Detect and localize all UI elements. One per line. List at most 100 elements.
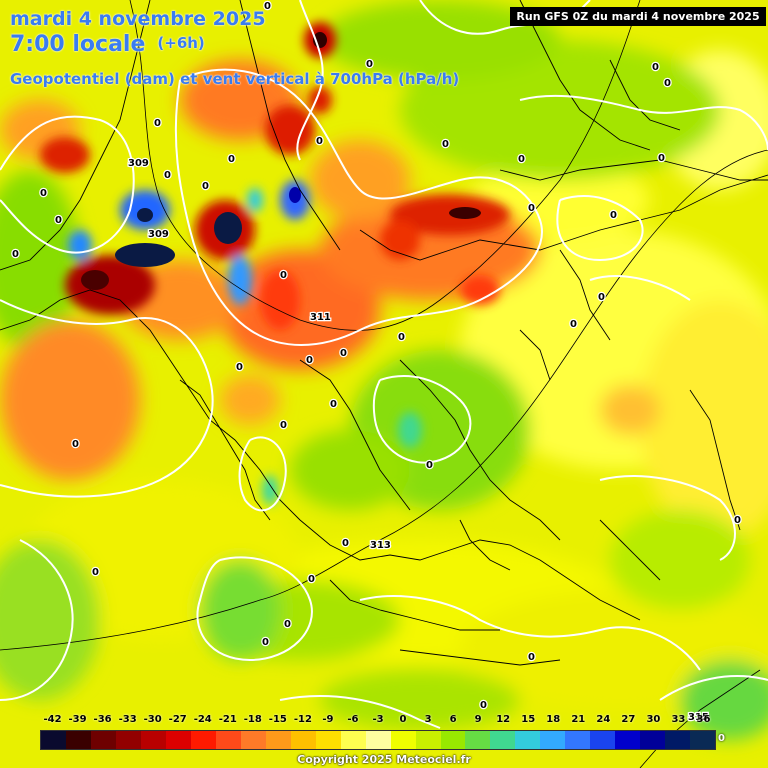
color-scale-tick: 0 xyxy=(399,714,407,725)
color-swatch xyxy=(565,731,591,749)
color-swatch xyxy=(690,731,716,749)
zero-label: 0 xyxy=(280,270,287,281)
color-swatch xyxy=(365,731,391,749)
contour-label-315: 315 xyxy=(688,712,709,723)
zero-label: 0 xyxy=(528,203,535,214)
color-swatch xyxy=(315,731,341,749)
zero-isolines xyxy=(0,0,768,729)
time-line: 7:00 locale (+6h) xyxy=(10,32,205,57)
copyright: Copyright 2025 Meteociel.fr xyxy=(297,753,471,766)
color-swatch xyxy=(90,731,116,749)
color-scale-tick: -12 xyxy=(293,714,312,725)
color-scale-tick: 30 xyxy=(646,714,661,725)
color-scale-end-label: 0 xyxy=(718,733,725,744)
zero-label: 0 xyxy=(658,153,665,164)
zero-label: 0 xyxy=(12,249,19,260)
color-scale-tick: -42 xyxy=(43,714,62,725)
forecast-offset: (+6h) xyxy=(157,34,205,52)
color-swatch xyxy=(590,731,616,749)
local-time: 7:00 locale xyxy=(10,32,146,57)
color-scale-tick: -6 xyxy=(347,714,359,725)
color-scale-tick: 9 xyxy=(474,714,482,725)
zero-label: 0 xyxy=(342,538,349,549)
color-swatch xyxy=(65,731,91,749)
color-scale-tick: 33 xyxy=(671,714,686,725)
contour-label-311: 311 xyxy=(310,312,331,323)
contour-label-313: 313 xyxy=(370,540,391,551)
zero-label: 0 xyxy=(164,170,171,181)
color-scale-tick: 24 xyxy=(596,714,611,725)
color-swatch xyxy=(640,731,666,749)
zero-labels: 0 0 0 0 0 0 0 0 0 0 0 0 0 0 0 0 0 0 0 0 … xyxy=(11,0,743,712)
color-swatch xyxy=(440,731,466,749)
color-scale-tick: 36 xyxy=(696,714,711,725)
color-scale-tick: 18 xyxy=(546,714,561,725)
zero-label: 0 xyxy=(528,652,535,663)
zero-label: 0 xyxy=(228,154,235,165)
zero-label: 0 xyxy=(366,59,373,70)
color-scale-tick: -39 xyxy=(68,714,87,725)
color-scale-tick: 21 xyxy=(571,714,586,725)
zero-label: 0 xyxy=(280,420,287,431)
run-info-box: Run GFS 0Z du mardi 4 novembre 2025 xyxy=(510,7,766,26)
color-swatch xyxy=(615,731,641,749)
color-swatch xyxy=(665,731,691,749)
color-scale-tick: 12 xyxy=(496,714,511,725)
color-swatch xyxy=(165,731,191,749)
zero-label: 0 xyxy=(442,139,449,150)
color-swatch xyxy=(465,731,491,749)
color-scale xyxy=(40,730,716,750)
zero-label: 0 xyxy=(518,154,525,165)
zero-label: 0 xyxy=(734,515,741,526)
color-swatch xyxy=(340,731,366,749)
zero-label: 0 xyxy=(426,460,433,471)
color-scale-tick: -15 xyxy=(268,714,287,725)
color-scale-tick: 3 xyxy=(424,714,432,725)
zero-label: 0 xyxy=(306,355,313,366)
color-scale-tick: -9 xyxy=(322,714,334,725)
color-scale-tick: -36 xyxy=(93,714,112,725)
zero-label: 0 xyxy=(330,399,337,410)
contour-label-309b: 309 xyxy=(148,229,169,240)
color-scale-tick: -27 xyxy=(168,714,187,725)
field-description: Geopotentiel (dam) et vent vertical à 70… xyxy=(10,70,460,88)
zero-label: 0 xyxy=(55,215,62,226)
zero-label: 0 xyxy=(610,210,617,221)
color-swatch xyxy=(540,731,566,749)
color-scale-tick: -33 xyxy=(118,714,137,725)
color-scale-tick: -30 xyxy=(143,714,162,725)
zero-label: 0 xyxy=(340,348,347,359)
zero-label: 0 xyxy=(284,619,291,630)
color-swatch xyxy=(490,731,516,749)
color-swatch xyxy=(115,731,141,749)
color-swatch xyxy=(415,731,441,749)
zero-label: 0 xyxy=(570,319,577,330)
color-scale-tick: -24 xyxy=(193,714,212,725)
zero-label: 0 xyxy=(480,700,487,711)
zero-label: 0 xyxy=(262,637,269,648)
color-swatch xyxy=(140,731,166,749)
color-swatch xyxy=(515,731,541,749)
contour-labels: 309 309 311 313 315 xyxy=(127,157,710,725)
color-scale-tick: 15 xyxy=(521,714,536,725)
zero-label: 0 xyxy=(398,332,405,343)
color-swatch xyxy=(41,731,66,749)
color-scale-tick: 27 xyxy=(621,714,636,725)
zero-label: 0 xyxy=(308,574,315,585)
zero-label: 0 xyxy=(92,567,99,578)
zero-label: 0 xyxy=(72,439,79,450)
color-swatch xyxy=(390,731,416,749)
zero-label: 0 xyxy=(264,1,271,12)
contour-label-309a: 309 xyxy=(128,158,149,169)
color-swatch xyxy=(190,731,216,749)
color-scale-tick: -3 xyxy=(372,714,384,725)
color-swatch xyxy=(215,731,241,749)
zero-label: 0 xyxy=(598,292,605,303)
color-swatch xyxy=(265,731,291,749)
zero-label: 0 xyxy=(154,118,161,129)
color-swatch xyxy=(290,731,316,749)
zero-label: 0 xyxy=(652,62,659,73)
